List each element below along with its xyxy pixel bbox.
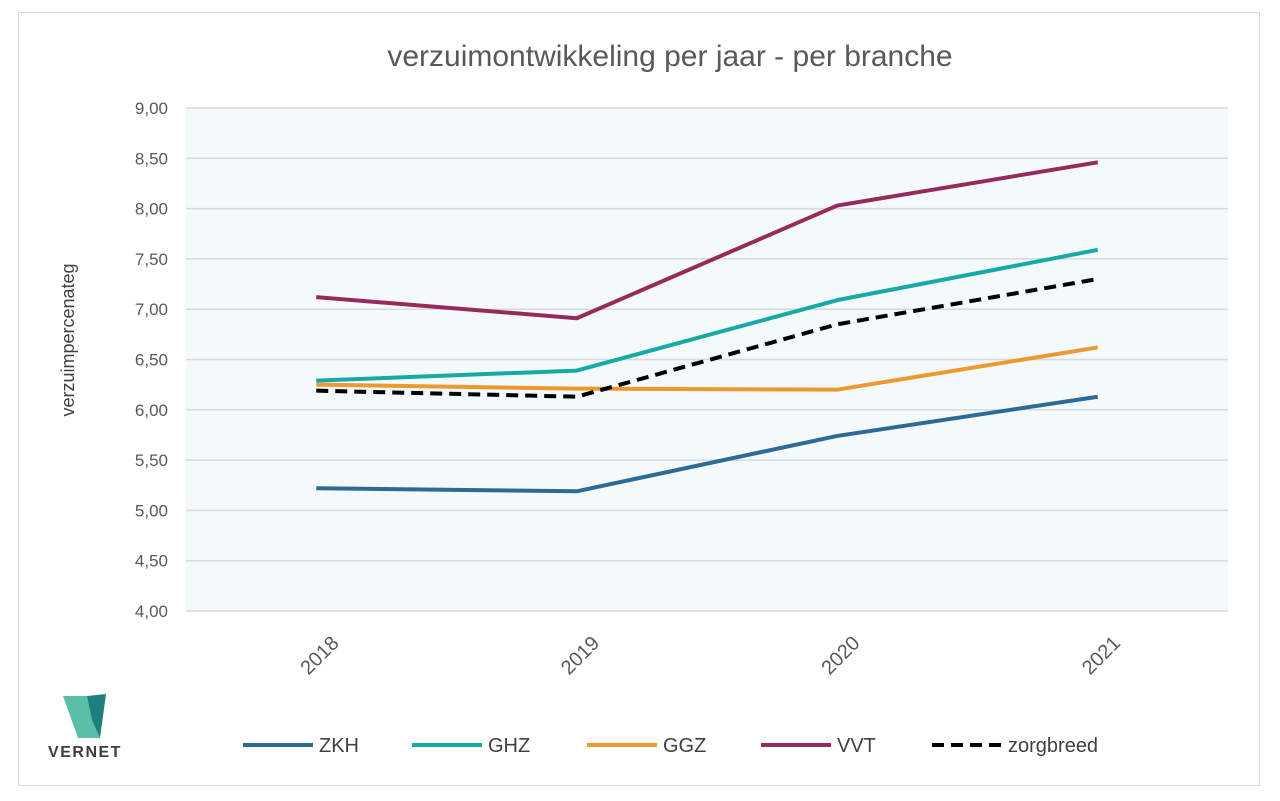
chart-frame: [18, 12, 1260, 786]
y-tick-label: 8,00: [135, 200, 168, 219]
y-tick-label: 7,00: [135, 300, 168, 319]
logo-mark-right: [87, 694, 106, 738]
series-line-zkh: [316, 394, 1099, 494]
legend-label-ghz: GHZ: [488, 735, 530, 757]
y-tick-label: 6,50: [135, 351, 168, 370]
legend-label-zorgbreed: zorgbreed: [1008, 735, 1098, 757]
y-tick-label: 5,00: [135, 501, 168, 520]
y-tick-label: 4,00: [135, 602, 168, 621]
y-tick-label: 5,50: [135, 451, 168, 470]
legend-label-vvt: VVT: [837, 735, 876, 757]
y-tick-label: 6,00: [135, 401, 168, 420]
legend-label-zkh: ZKH: [319, 735, 359, 757]
legend-label-ggz: GGZ: [663, 735, 706, 757]
series-line-ghz: [316, 247, 1099, 383]
y-tick-label: 4,50: [135, 552, 168, 571]
y-tick-label: 9,00: [135, 99, 168, 118]
chart-title: verzuimontwikkeling per jaar - per branc…: [387, 40, 952, 73]
x-tick-label: 2018: [296, 632, 343, 679]
x-tick-label: 2019: [557, 632, 604, 679]
x-tick-label: 2020: [817, 632, 864, 679]
y-tick-label: 7,50: [135, 250, 168, 269]
series-line-vvt: [316, 160, 1099, 321]
vernet-logo: VERNET: [48, 694, 122, 761]
y-axis-label: verzuimpercenateg: [58, 263, 78, 416]
series-line-ggz: [316, 345, 1099, 392]
logo-text: VERNET: [48, 744, 122, 761]
y-tick-label: 8,50: [135, 149, 168, 168]
x-tick-label: 2021: [1078, 632, 1125, 679]
